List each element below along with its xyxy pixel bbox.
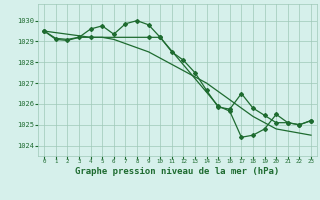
X-axis label: Graphe pression niveau de la mer (hPa): Graphe pression niveau de la mer (hPa) xyxy=(76,167,280,176)
